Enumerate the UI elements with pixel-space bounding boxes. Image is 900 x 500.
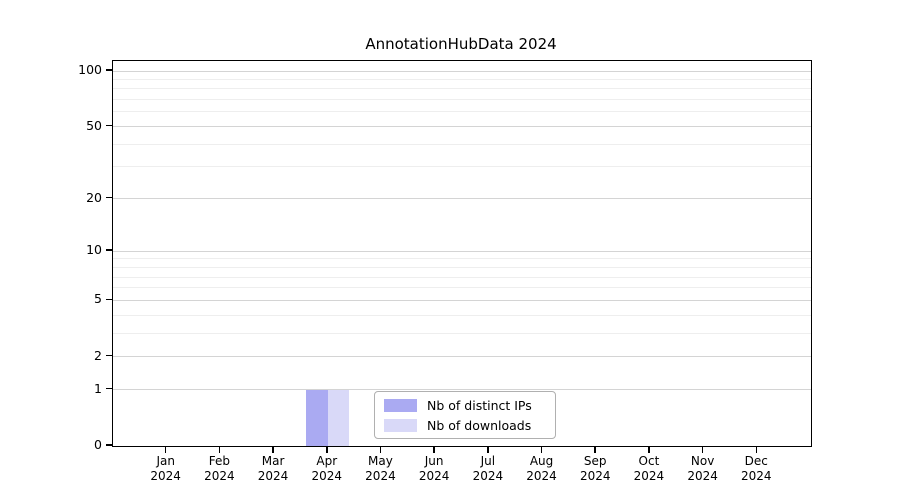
- x-tick-mark: [272, 446, 274, 453]
- y-tick-mark: [106, 124, 112, 127]
- x-tick-label-year: 2024: [418, 469, 450, 483]
- x-tick-label: Jul 2024: [448, 454, 528, 484]
- minor-gridline: [113, 258, 811, 260]
- x-tick-mark: [648, 446, 650, 453]
- x-tick-label-month: Jul: [480, 454, 496, 468]
- y-tick-mark: [106, 249, 112, 251]
- x-tick-label-month: Jan: [156, 454, 175, 468]
- x-tick-mark: [540, 446, 543, 453]
- x-tick-label-month: May: [368, 454, 393, 468]
- x-tick-label-year: 2024: [579, 469, 611, 483]
- x-tick-label: Dec 2024: [716, 454, 796, 484]
- x-tick-label-month: Feb: [208, 454, 230, 468]
- minor-gridline: [113, 99, 811, 101]
- x-tick-label-month: Mar: [261, 454, 285, 468]
- x-tick-mark: [701, 446, 704, 453]
- x-tick-label: Nov 2024: [663, 454, 743, 484]
- x-tick-label: Jan 2024: [126, 454, 206, 484]
- x-tick-mark: [487, 446, 489, 453]
- minor-gridline: [113, 88, 811, 90]
- y-tick-label: 50: [86, 117, 102, 133]
- x-tick-label-month: Jun: [424, 454, 444, 468]
- x-tick-label-year: 2024: [257, 469, 289, 483]
- legend-item: Nb of downloads: [375, 417, 555, 434]
- y-tick-label: 10: [86, 242, 102, 258]
- x-tick-label-month: Sep: [583, 454, 607, 468]
- x-tick-label-year: 2024: [687, 469, 718, 483]
- y-tick-label: 20: [86, 189, 102, 205]
- y-tick-mark: [106, 69, 112, 71]
- legend-swatch: [384, 398, 417, 412]
- y-tick-mark: [106, 354, 112, 357]
- x-tick-label: Aug 2024: [502, 454, 582, 484]
- major-gridline: [113, 299, 811, 301]
- x-tick-label-month: Nov: [690, 454, 715, 468]
- y-tick-mark: [106, 298, 112, 301]
- x-tick-mark: [433, 446, 435, 453]
- x-tick-label: Mar 2024: [233, 454, 313, 484]
- minor-gridline: [113, 266, 811, 268]
- major-gridline: [113, 389, 811, 391]
- legend-label: Nb of distinct IPs: [427, 397, 532, 413]
- x-tick-label-month: Aug: [529, 454, 554, 468]
- y-tick-mark: [106, 387, 112, 390]
- x-tick-mark: [218, 446, 221, 453]
- minor-gridline: [113, 287, 811, 289]
- x-tick-label-month: Oct: [638, 454, 660, 468]
- minor-gridline: [113, 166, 811, 168]
- y-tick-mark: [106, 444, 112, 446]
- major-gridline: [113, 198, 811, 200]
- x-tick-mark: [379, 446, 382, 453]
- y-tick-label: 100: [78, 62, 102, 77]
- minor-gridline: [113, 332, 811, 334]
- minor-gridline: [113, 276, 811, 278]
- x-tick-label: May 2024: [340, 454, 420, 484]
- y-tick-label: 2: [94, 347, 102, 363]
- x-tick-mark: [755, 446, 758, 453]
- x-tick-label-year: 2024: [472, 469, 504, 483]
- x-tick-label: Feb 2024: [179, 454, 259, 484]
- legend-item: Nb of distinct IPs: [375, 397, 555, 414]
- plot-area: [112, 60, 812, 447]
- x-tick-label: Oct 2024: [609, 454, 689, 484]
- minor-gridline: [113, 111, 811, 113]
- y-tick-label: 5: [94, 291, 102, 307]
- y-tick-label: 1: [94, 380, 102, 396]
- x-tick-label-month: Dec: [744, 454, 768, 468]
- major-gridline: [113, 70, 811, 72]
- legend: Nb of distinct IPs Nb of downloads: [374, 391, 556, 439]
- x-tick-label-year: 2024: [150, 469, 181, 483]
- x-tick-label-year: 2024: [526, 469, 557, 483]
- minor-gridline: [113, 143, 811, 145]
- major-gridline: [113, 250, 811, 252]
- chart-title: AnnotationHubData 2024: [365, 35, 557, 53]
- x-tick-label-month: Apr: [316, 454, 338, 468]
- legend-label: Nb of downloads: [427, 417, 532, 433]
- x-tick-label-year: 2024: [365, 469, 396, 483]
- x-tick-mark: [594, 446, 596, 453]
- x-tick-label-year: 2024: [311, 469, 343, 483]
- x-tick-label-year: 2024: [633, 469, 665, 483]
- major-gridline: [113, 356, 811, 358]
- x-tick-mark: [164, 446, 167, 453]
- bar-downloads: [327, 389, 350, 446]
- x-tick-label: Jun 2024: [394, 454, 474, 484]
- x-tick-label: Sep 2024: [555, 454, 635, 484]
- x-tick-label-year: 2024: [741, 469, 772, 483]
- y-tick-mark: [106, 196, 112, 199]
- x-tick-label-year: 2024: [204, 469, 235, 483]
- minor-gridline: [113, 78, 811, 80]
- bar-distinct-ips: [306, 389, 328, 446]
- major-gridline: [113, 126, 811, 128]
- legend-swatch: [384, 418, 417, 432]
- x-tick-mark: [326, 446, 328, 453]
- minor-gridline: [113, 314, 811, 316]
- y-tick-label: 0: [94, 437, 102, 452]
- x-tick-label: Apr 2024: [287, 454, 367, 484]
